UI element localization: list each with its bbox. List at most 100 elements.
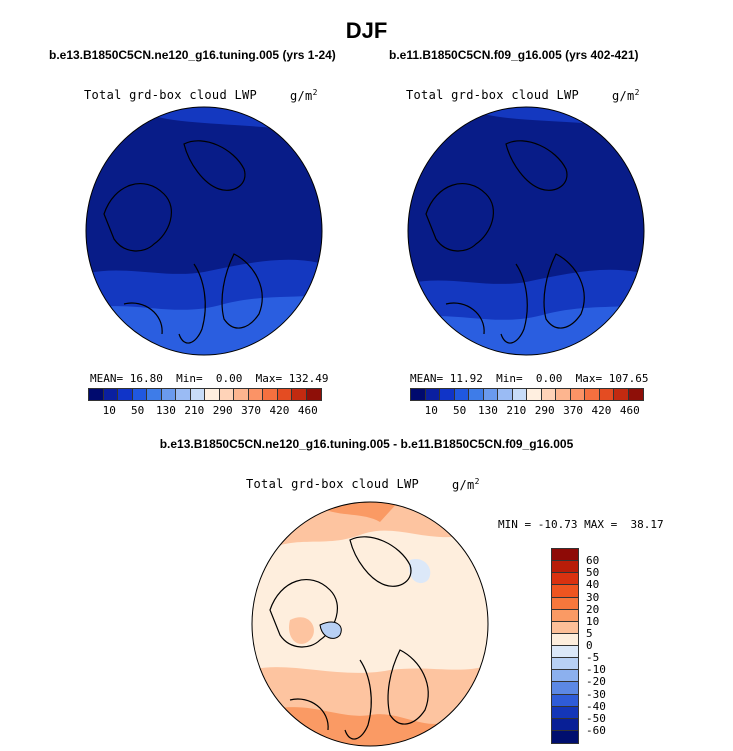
panel-1-colorbar-swatch (263, 389, 278, 400)
panel-1-colorbar (88, 388, 322, 401)
panel-1-colorbar-swatch (292, 389, 307, 400)
diff-colorbar-tick-label: -20 (586, 675, 606, 689)
panel-1-colorbar-swatch (190, 389, 205, 400)
panel-1-colorbar-ticks: 10 50 130 210 290 370 420 460 (88, 404, 322, 417)
diff-colorbar-tick-label: -60 (586, 723, 606, 737)
panel-2-colorbar-swatch (570, 389, 585, 400)
panel-2-polar-map (407, 106, 645, 356)
diff-colorbar-swatch (552, 609, 578, 622)
diff-colorbar-swatch (552, 670, 578, 683)
panel-1-colorbar-tick-label: 370 (241, 404, 261, 417)
panel-1-colorbar-swatch (103, 389, 118, 400)
panel-1-stats: MEAN= 16.80 Min= 0.00 Max= 132.49 (90, 372, 329, 385)
diff-colorbar-swatch (552, 730, 578, 743)
panel-1-units-label: g/m2 (290, 88, 318, 103)
panel-2-units-label: g/m2 (612, 88, 640, 103)
panel-2-colorbar-swatch (527, 389, 542, 400)
panel-1-colorbar-swatch (219, 389, 234, 400)
panel-1-polar-map (85, 106, 323, 356)
diff-colorbar-tick-label: 0 (586, 639, 593, 652)
panel-1-colorbar-swatch (277, 389, 292, 400)
diff-colorbar-swatch (552, 646, 578, 659)
panel-2-colorbar-swatch (599, 389, 614, 400)
diff-colorbar-tick-label: 60 (586, 554, 600, 568)
panel-1-colorbar-swatch (132, 389, 147, 400)
diff-colorbar-tick-label: 40 (586, 578, 600, 592)
diff-colorbar-swatch (552, 573, 578, 586)
panel-2-stats: MEAN= 11.92 Min= 0.00 Max= 107.65 (410, 372, 649, 385)
panel-2-colorbar-swatch (512, 389, 527, 400)
panel-1-colorbar-tick-label: 50 (131, 404, 145, 417)
panel-2-colorbar-tick-label: 370 (563, 404, 583, 417)
diff-colorbar-swatch (552, 633, 578, 646)
diff-colorbar-tick-label: -30 (586, 687, 606, 701)
diff-units-label: g/m2 (452, 477, 480, 492)
panel-1-colorbar-swatch (118, 389, 133, 400)
panel-1-colorbar-swatch (306, 389, 321, 400)
diff-colorbar-swatch (552, 597, 578, 610)
season-title: DJF (345, 18, 388, 43)
diff-stats: MIN = -10.73 MAX = 38.17 (498, 518, 664, 531)
diff-colorbar-swatch (552, 561, 578, 574)
panel-2-colorbar-swatch (498, 389, 513, 400)
panel-2-colorbar-tick-label: 50 (453, 404, 467, 417)
panel-1-colorbar-tick-label: 420 (269, 404, 290, 417)
panel-2-colorbar-swatch (454, 389, 469, 400)
diff-colorbar-tick-label: -50 (586, 711, 606, 725)
panel-1-colorbar-swatch (248, 389, 263, 400)
panel-2-colorbar-tick-label: 210 (506, 404, 527, 417)
panel-2-colorbar-swatch (483, 389, 498, 400)
panel-2-colorbar-tick-label: 130 (478, 404, 498, 417)
diff-colorbar (551, 548, 579, 744)
panel-1-colorbar-tick-label: 460 (297, 404, 318, 417)
panel-1-colorbar-swatch (161, 389, 176, 400)
panel-2-colorbar-tick-label: 290 (534, 404, 555, 417)
diff-polar-map (251, 501, 489, 747)
panel-1-colorbar-tick-label: 290 (212, 404, 233, 417)
panel-2-colorbar-swatch (585, 389, 600, 400)
diff-colorbar-tick-label: 30 (586, 590, 600, 604)
panel-2-colorbar-swatch (556, 389, 571, 400)
diff-colorbar-tick-label: -40 (586, 699, 606, 713)
panel-2-colorbar (410, 388, 644, 401)
panel-1-colorbar-swatch (205, 389, 220, 400)
diff-colorbar-tick-label: 50 (586, 566, 600, 580)
panel-2-colorbar-ticks: 10 50 130 210 290 370 420 460 (410, 404, 644, 417)
panel-2-colorbar-tick-label: 460 (619, 404, 640, 417)
panel-1-colorbar-swatch (234, 389, 249, 400)
diff-variable-label: Total grd-box cloud LWP (246, 477, 420, 491)
diff-colorbar-tick-label: -10 (586, 663, 606, 677)
panel-2-colorbar-swatch (469, 389, 484, 400)
panel-2-colorbar-swatch (614, 389, 629, 400)
panel-1-case-title: b.e13.B1850C5CN.ne120_g16.tuning.005 (yr… (49, 48, 336, 62)
panel-2-colorbar-swatch (440, 389, 455, 400)
panel-2-variable-label: Total grd-box cloud LWP (406, 88, 580, 102)
diff-colorbar-swatch (552, 658, 578, 671)
panel-1-colorbar-tick-label: 210 (184, 404, 205, 417)
panel-1-colorbar-tick-label: 130 (156, 404, 176, 417)
diff-colorbar-swatch (552, 585, 578, 598)
panel-1-variable-label: Total grd-box cloud LWP (84, 88, 258, 102)
panel-2-colorbar-tick-label: 10 (424, 404, 438, 417)
panel-2-colorbar-swatch (541, 389, 556, 400)
panel-2-colorbar-swatch (425, 389, 440, 400)
diff-colorbar-swatch (552, 682, 578, 695)
diff-colorbar-swatch (552, 621, 578, 634)
panel-1-colorbar-swatch (147, 389, 162, 400)
panel-1-colorbar-swatch (176, 389, 191, 400)
panel-1-colorbar-swatch (89, 389, 104, 400)
diff-colorbar-tick-label: -5 (586, 651, 600, 665)
panel-2-colorbar-tick-label: 420 (591, 404, 612, 417)
diff-colorbar-swatch (552, 718, 578, 731)
diff-colorbar-tick-label: 10 (586, 614, 600, 628)
diff-colorbar-swatch (552, 706, 578, 719)
panel-2-colorbar-swatch (411, 389, 426, 400)
diff-colorbar-tick-label: 20 (586, 602, 600, 616)
panel-1-colorbar-tick-label: 10 (102, 404, 116, 417)
panel-2-colorbar-swatch (628, 389, 643, 400)
diff-colorbar-tick-label: 5 (586, 626, 593, 640)
panel-2-case-title: b.e11.B1850C5CN.f09_g16.005 (yrs 402-421… (389, 48, 639, 62)
diff-case-title: b.e13.B1850C5CN.ne120_g16.tuning.005 - b… (159, 437, 574, 451)
diff-colorbar-swatch (552, 549, 578, 562)
diff-colorbar-swatch (552, 694, 578, 707)
